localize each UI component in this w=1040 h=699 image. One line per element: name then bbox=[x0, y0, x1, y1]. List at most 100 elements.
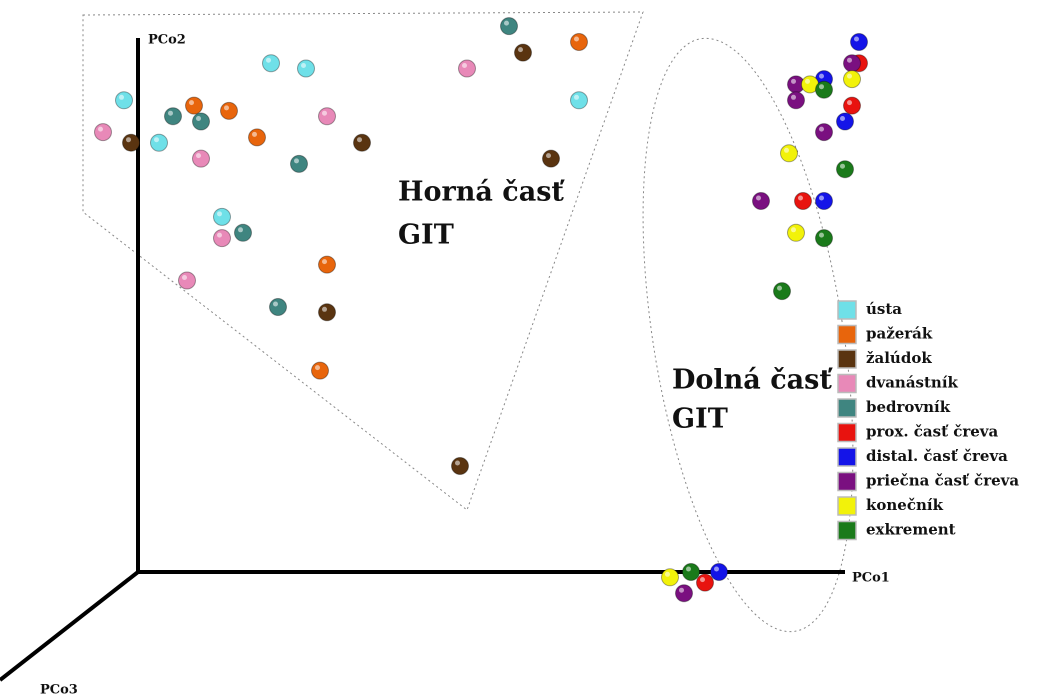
point-highlight bbox=[357, 137, 362, 143]
legend-label: priečna časť čreva bbox=[866, 472, 1019, 490]
legend-swatch bbox=[837, 373, 857, 394]
point bbox=[234, 223, 252, 242]
point bbox=[570, 91, 588, 110]
point bbox=[318, 303, 336, 322]
point-highlight bbox=[238, 227, 243, 233]
point bbox=[353, 133, 371, 152]
point-highlight bbox=[189, 100, 194, 106]
point-highlight bbox=[854, 36, 859, 42]
point bbox=[787, 223, 805, 242]
point-highlight bbox=[455, 460, 460, 466]
point bbox=[773, 282, 791, 301]
point bbox=[248, 128, 266, 147]
point bbox=[542, 149, 560, 168]
point bbox=[815, 192, 833, 210]
annotation: GIT bbox=[398, 220, 454, 251]
point bbox=[836, 112, 854, 131]
point bbox=[514, 43, 532, 62]
point bbox=[675, 584, 693, 603]
upper-hull bbox=[82, 11, 644, 511]
point bbox=[122, 133, 140, 152]
point bbox=[220, 101, 238, 120]
point bbox=[192, 149, 210, 168]
legend-label: bedrovník bbox=[866, 398, 951, 416]
legend-label: prox. časť čreva bbox=[866, 423, 999, 441]
point bbox=[185, 96, 203, 115]
annotation: GIT bbox=[672, 404, 728, 435]
point bbox=[710, 563, 728, 581]
point-highlight bbox=[665, 571, 670, 577]
point bbox=[290, 154, 308, 173]
point-highlight bbox=[847, 57, 852, 63]
point bbox=[752, 192, 770, 210]
point-highlight bbox=[819, 73, 824, 79]
point-highlight bbox=[791, 227, 796, 233]
legend-label: dvanástník bbox=[866, 374, 959, 392]
point bbox=[815, 80, 833, 99]
point-highlight bbox=[217, 232, 222, 238]
point-highlight bbox=[686, 566, 691, 572]
legend-swatch bbox=[837, 398, 857, 418]
point bbox=[150, 133, 168, 152]
point-highlight bbox=[756, 195, 761, 201]
point-highlight bbox=[700, 577, 705, 583]
point-highlight bbox=[679, 587, 684, 593]
legend-label: žalúdok bbox=[866, 349, 932, 367]
point-highlight bbox=[196, 153, 201, 159]
legend-swatch bbox=[837, 520, 857, 541]
point-highlight bbox=[819, 195, 824, 201]
point-highlight bbox=[154, 137, 159, 143]
point-highlight bbox=[819, 84, 824, 90]
point bbox=[311, 361, 329, 380]
point bbox=[262, 54, 280, 73]
point-highlight bbox=[798, 195, 803, 201]
point bbox=[780, 144, 798, 163]
point-highlight bbox=[266, 57, 271, 63]
legend-label: pažerák bbox=[866, 325, 933, 343]
point-highlight bbox=[462, 63, 467, 68]
point bbox=[94, 123, 112, 142]
lower-hull bbox=[642, 37, 854, 633]
legend-swatch bbox=[837, 422, 857, 443]
point bbox=[696, 573, 714, 592]
point bbox=[850, 33, 868, 51]
point bbox=[451, 457, 469, 475]
point-highlight bbox=[791, 94, 796, 100]
point bbox=[192, 112, 210, 131]
point bbox=[213, 207, 231, 226]
point-highlight bbox=[574, 36, 579, 42]
point-highlight bbox=[196, 116, 201, 121]
point bbox=[843, 70, 861, 89]
point-highlight bbox=[182, 275, 187, 280]
point-highlight bbox=[322, 110, 327, 116]
point bbox=[843, 96, 861, 115]
point bbox=[794, 192, 812, 210]
point-highlight bbox=[791, 78, 796, 84]
point-highlight bbox=[784, 147, 789, 153]
x-axis-label: PCo1 bbox=[852, 571, 890, 586]
z-axis-label: PCo3 bbox=[40, 683, 78, 698]
point bbox=[318, 107, 336, 126]
legend-label: distal. časť čreva bbox=[866, 447, 1008, 465]
legend-swatch bbox=[837, 324, 857, 345]
point-highlight bbox=[322, 306, 327, 312]
point bbox=[458, 59, 476, 78]
point bbox=[318, 255, 336, 274]
point bbox=[500, 17, 518, 36]
point bbox=[815, 123, 833, 142]
point-highlight bbox=[840, 116, 845, 121]
point-highlight bbox=[777, 285, 782, 291]
point-highlight bbox=[98, 126, 103, 132]
point-highlight bbox=[847, 73, 852, 79]
point bbox=[178, 271, 196, 290]
point bbox=[164, 107, 182, 126]
legend-label: ústa bbox=[866, 300, 902, 318]
point-highlight bbox=[224, 105, 229, 111]
legend-swatch bbox=[837, 349, 857, 369]
point bbox=[682, 563, 700, 581]
point-highlight bbox=[504, 20, 509, 26]
point-highlight bbox=[847, 100, 852, 106]
point bbox=[213, 229, 231, 248]
legend-swatch bbox=[837, 471, 857, 492]
